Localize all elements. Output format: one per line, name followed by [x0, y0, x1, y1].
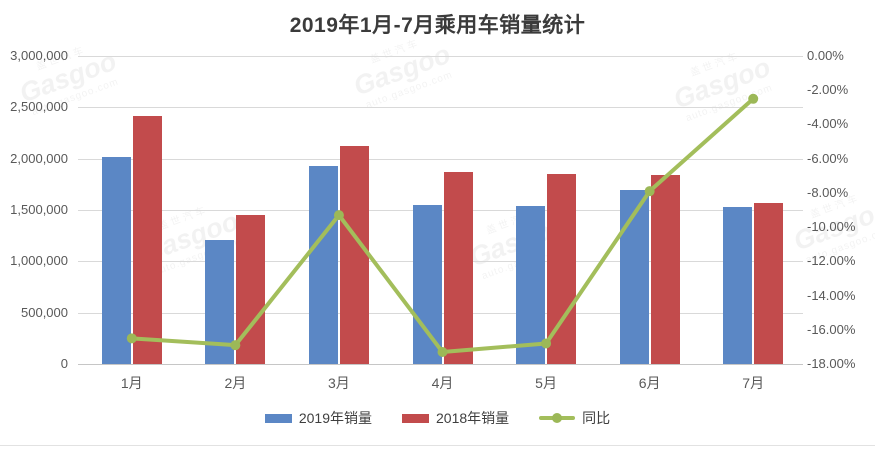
bar-2019-sales [101, 156, 131, 364]
yoy-marker [541, 338, 552, 349]
y-axis-left-tick-label: 2,500,000 [10, 99, 68, 115]
legend-swatch-2018 [402, 413, 429, 423]
legend-item-yoy: 同比 [539, 408, 610, 428]
gridline [78, 56, 803, 57]
bar-2018-sales [339, 146, 369, 364]
yoy-marker [437, 347, 448, 358]
x-axis-label: 1月 [120, 375, 143, 391]
bar-2019-sales [308, 166, 338, 364]
bottom-divider [0, 445, 875, 446]
bar-2019-sales [516, 205, 546, 364]
yoy-marker [230, 340, 241, 351]
y-axis-right-tick-label: -2.00% [807, 82, 849, 98]
legend-item-2019-sales: 2019年销量 [264, 408, 372, 428]
x-axis-label: 5月 [535, 375, 557, 391]
x-axis-label: 7月 [742, 375, 765, 391]
bar-2018-sales [443, 172, 473, 364]
legend: 2019年销量 2018年销量 同比 [0, 409, 875, 427]
gridline [78, 158, 803, 160]
x-axis-label: 2月 [224, 375, 247, 391]
legend-label-2018: 2018年销量 [436, 410, 510, 426]
chart-title: 2019年1月-7月乘用车销量统计 [289, 14, 586, 37]
y-axis-right-tick-label: -18.00% [807, 356, 856, 371]
y-axis-left-tick-label: 1,000,000 [10, 253, 68, 269]
legend-item-2018-sales: 2018年销量 [402, 408, 509, 428]
y-axis-left-tick-label: 500,000 [21, 304, 68, 320]
yoy-marker [748, 93, 759, 104]
bar-2018-sales [132, 115, 162, 364]
y-axis-right-tick-label: 0.00% [807, 48, 844, 63]
y-axis-left-tick-label: 0 [60, 356, 68, 371]
yoy-line [129, 96, 756, 355]
y-axis-right-tick-label: -16.00% [807, 321, 856, 337]
y-axis-left-tick-label: 3,000,000 [10, 48, 68, 63]
gridline [78, 364, 803, 365]
legend-label-2019: 2019年销量 [298, 410, 372, 426]
y-axis-right-tick-label: -14.00% [807, 287, 856, 303]
yoy-marker [333, 210, 344, 221]
yoy-marker [126, 333, 137, 344]
legend-label-yoy: 同比 [582, 410, 611, 426]
y-axis-right-tick-label: -10.00% [807, 219, 856, 235]
legend-swatch-2019 [264, 413, 292, 423]
bar-2019-sales [723, 206, 753, 364]
yoy-marker [644, 186, 655, 197]
bar-2018-sales [650, 174, 680, 364]
y-axis-right-tick-label: -12.00% [807, 253, 856, 269]
gridline [78, 107, 803, 109]
bar-2018-sales [754, 202, 784, 364]
y-axis-right-tick-label: -4.00% [807, 116, 849, 132]
legend-line-marker-yoy [539, 413, 576, 423]
x-axis-label: 3月 [328, 375, 350, 391]
x-axis-label: 6月 [638, 375, 661, 391]
x-axis-label: 4月 [431, 375, 454, 391]
bar-2019-sales [412, 204, 442, 364]
y-axis-right-tick-label: -6.00% [807, 150, 849, 166]
y-axis-left-tick-label: 1,500,000 [10, 202, 68, 217]
bar-2019-sales [619, 189, 649, 364]
y-axis-right-tick-label: -8.00% [807, 184, 849, 200]
y-axis-left-tick-label: 2,000,000 [10, 150, 68, 166]
yoy-line-chart [126, 93, 759, 358]
